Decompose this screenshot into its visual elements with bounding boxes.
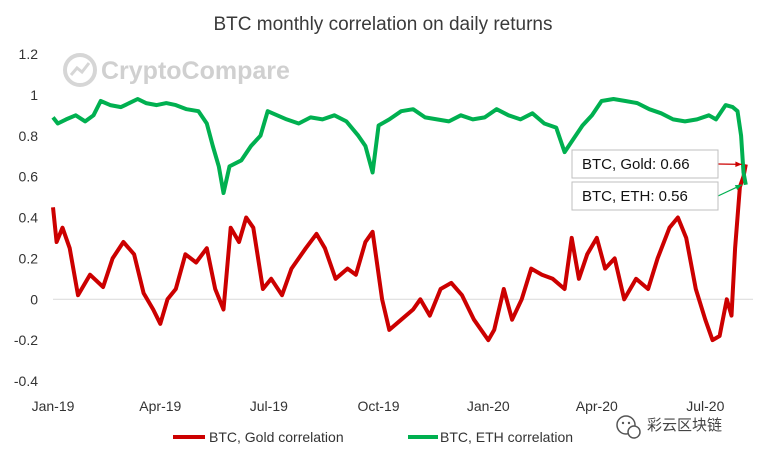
y-tick-label: 0.8	[19, 128, 39, 144]
watermark-text: CryptoCompare	[101, 57, 290, 85]
y-tick-label: 1.2	[19, 46, 39, 62]
x-tick-label: Oct-19	[358, 398, 400, 414]
y-axis: -0.4 -0.2 0 0.2 0.4 0.6 0.8 1 1.2	[14, 46, 38, 389]
legend-label-gold: BTC, Gold correlation	[209, 429, 344, 445]
wechat-badge: 彩云区块链	[616, 415, 722, 439]
callout-box	[571, 181, 719, 211]
watermark: CryptoCompare	[63, 53, 290, 87]
x-tick-label: Jul-19	[250, 398, 288, 414]
x-axis: Jan-19 Apr-19 Jul-19 Oct-19 Jan-20 Apr-20 Jul-…	[32, 398, 725, 414]
y-tick-label: 0.4	[19, 210, 39, 226]
y-tick-label: 1	[30, 87, 38, 103]
series-line-1	[51, 97, 748, 195]
chart-title: BTC monthly correlation on daily returns	[214, 14, 553, 35]
x-tick-label: Apr-19	[139, 398, 181, 414]
legend: BTC, Gold correlation BTC, ETH correlati…	[173, 429, 573, 445]
badge-text: 彩云区块链	[647, 417, 722, 434]
x-tick-label: Jan-20	[467, 398, 510, 414]
callout-label: BTC, ETH: 0.56	[582, 188, 688, 205]
legend-label-eth: BTC, ETH correlation	[440, 429, 573, 445]
y-tick-label: 0	[30, 291, 38, 307]
callout-arrowhead	[735, 161, 742, 167]
y-tick-label: -0.4	[14, 373, 38, 389]
x-tick-label: Apr-20	[576, 398, 618, 414]
x-tick-label: Jul-20	[686, 398, 724, 414]
callout-box	[571, 149, 719, 179]
callout-arrowhead	[734, 184, 742, 191]
callout-label: BTC, Gold: 0.66	[582, 156, 690, 173]
cryptocompare-logo-icon	[63, 53, 97, 87]
callouts: BTC, Gold: 0.66 BTC, ETH: 0.56	[571, 149, 743, 211]
x-tick-label: Jan-19	[32, 398, 75, 414]
y-tick-label: 0.2	[19, 250, 39, 266]
series-line-0	[51, 164, 748, 343]
plot-area	[51, 97, 748, 343]
wechat-icon	[616, 415, 641, 439]
y-tick-label: -0.2	[14, 332, 38, 348]
y-tick-label: 0.6	[19, 169, 39, 185]
